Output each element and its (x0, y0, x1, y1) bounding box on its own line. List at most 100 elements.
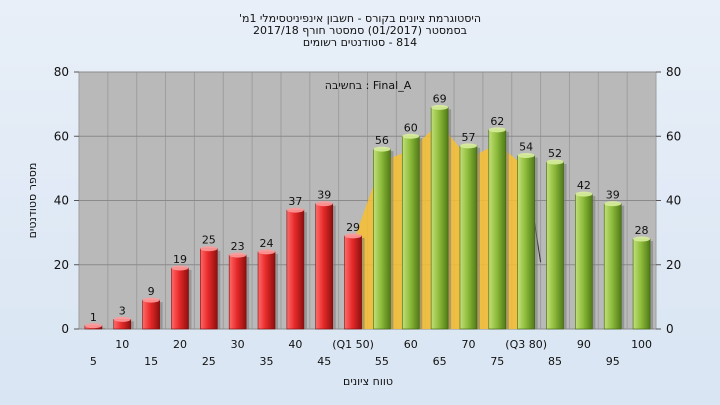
bar (401, 135, 420, 330)
y-tick-label-right: 80 (666, 65, 681, 79)
y-tick-label-right: 60 (666, 129, 681, 143)
x-tick-label: 85 (548, 355, 562, 368)
bar-value-label: 9 (148, 285, 155, 298)
bar-value-label: 1 (90, 311, 97, 324)
bar-group: 37 (286, 195, 307, 330)
x-tick-label: 35 (260, 355, 274, 368)
bar-value-label: 57 (461, 131, 475, 144)
y-tick-label-left: 60 (54, 129, 69, 143)
bar-value-label: 52 (548, 147, 562, 160)
x-tick-label: 70 (461, 338, 475, 351)
bar (315, 203, 334, 330)
bar-cap (142, 297, 160, 303)
bar (142, 299, 160, 330)
y-tick-label-left: 0 (61, 322, 69, 336)
bar (373, 148, 391, 330)
bar-group: 3 (113, 304, 134, 330)
bar-cap (459, 143, 477, 149)
bar (171, 267, 189, 330)
bar-cap (575, 191, 593, 197)
y-tick-label-right: 40 (666, 194, 681, 208)
y-tick-label-left: 40 (54, 194, 69, 208)
bar-group: 9 (142, 285, 163, 330)
bar (228, 254, 247, 330)
chart-annotation: בחשיבה : Final_A (325, 79, 412, 92)
bar-value-label: 39 (606, 189, 620, 202)
x-tick-label: 30 (231, 338, 245, 351)
bar-group: 23 (228, 240, 250, 330)
bar-value-label: 28 (635, 224, 649, 237)
bar-value-label: 39 (317, 189, 331, 202)
bar-value-label: 54 (519, 141, 533, 154)
bar-cap (344, 233, 362, 239)
bar-cap (633, 236, 651, 242)
bar-cap (286, 207, 304, 213)
bar-value-label: 23 (231, 240, 245, 253)
bar-value-label: 3 (119, 304, 126, 317)
bar (632, 238, 651, 330)
bar-group: 42 (575, 179, 596, 330)
x-tick-label: 5 (90, 355, 97, 368)
bar-group: 39 (603, 189, 625, 330)
x-tick-label: 90 (577, 338, 591, 351)
bar-group: 29 (344, 221, 365, 330)
y-axis-label: מספר סטודנטים (26, 163, 39, 239)
bar (546, 161, 564, 330)
bar-cap (402, 133, 420, 139)
bar-cap (229, 252, 247, 258)
bar (459, 145, 478, 330)
bar-value-label: 56 (375, 134, 389, 147)
bar-value-label: 24 (260, 237, 274, 250)
x-tick-label: 40 (288, 338, 302, 351)
chart-title-line-2: בסמסטר (01/2017) סמסטר חורף 2017/18 (253, 24, 467, 37)
bar (286, 209, 305, 330)
bar-group: 24 (257, 237, 279, 330)
chart-title-line-1: היסטוגרמת ציונים בקורס - חשבון אינפיניטס… (238, 12, 482, 25)
bar-cap (373, 146, 391, 152)
bar-group: 56 (373, 134, 394, 330)
x-axis-label: טווח ציונים (343, 375, 393, 388)
bar-value-label: 19 (173, 253, 187, 266)
x-tick-label: 10 (115, 338, 129, 351)
bar-group: 28 (632, 224, 654, 330)
x-tick-label: 65 (433, 355, 447, 368)
bar (257, 251, 276, 330)
bar-group: 57 (459, 131, 480, 330)
x-tick-label: 75 (490, 355, 504, 368)
bar-cap (258, 249, 276, 255)
bar-cap (200, 246, 218, 252)
y-tick-label-right: 20 (666, 258, 681, 272)
bar (430, 107, 449, 330)
bar-value-label: 42 (577, 179, 591, 192)
x-tick-label: 95 (606, 355, 620, 368)
bar-group: 60 (401, 121, 423, 330)
chart-title-line-3: 814 - סטודנטים רשומים (302, 36, 418, 49)
bar-cap (315, 201, 333, 207)
bar-group: 62 (488, 115, 509, 330)
y-tick-label-left: 80 (54, 65, 69, 79)
bar (488, 129, 507, 330)
x-tick-label: (Q3 80) (505, 338, 547, 351)
bar-group: 19 (171, 253, 192, 330)
bar-group: 25 (200, 234, 221, 330)
y-tick-label-left: 20 (54, 258, 69, 272)
bar-group: 39 (315, 189, 336, 330)
bar-value-label: 69 (433, 92, 447, 105)
bar-cap (431, 104, 449, 110)
bar-cap (546, 159, 564, 165)
bar-cap (84, 323, 102, 329)
bar-cap (113, 316, 131, 322)
bar-group: 1 (84, 311, 105, 330)
bar-value-label: 60 (404, 121, 418, 134)
bar (603, 203, 622, 330)
x-tick-label: 20 (173, 338, 187, 351)
x-tick-label: 100 (631, 338, 652, 351)
bar-value-label: 62 (490, 115, 504, 128)
bar-value-label: 29 (346, 221, 360, 234)
y-tick-label-right: 0 (666, 322, 674, 336)
bar (517, 155, 535, 330)
bar-value-label: 25 (202, 234, 216, 247)
bar (200, 248, 218, 330)
bar-cap (517, 153, 535, 159)
